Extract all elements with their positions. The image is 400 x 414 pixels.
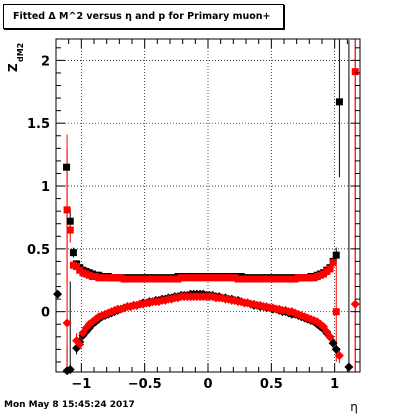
square-point (63, 163, 71, 171)
square-point (326, 265, 334, 273)
chart-title: Fitted Δ M^2 versus η and p for Primary … (13, 11, 271, 22)
diamond-point (75, 339, 85, 349)
x-tick-label: 0.5 (260, 377, 283, 392)
y-tick-label: 2 (41, 54, 50, 69)
timestamp: Mon May 8 15:45:24 2017 (4, 400, 135, 410)
diamond-point (350, 299, 360, 309)
square-point (329, 259, 337, 267)
y-tick-label: 1 (41, 180, 50, 195)
x-tick-label: −1 (71, 377, 91, 392)
y-tick-label: 0.5 (27, 243, 50, 258)
square-point (66, 217, 74, 225)
diamond-point (328, 338, 338, 348)
diamond-point (325, 332, 335, 342)
y-axis-label-subscript: dM2 (16, 43, 25, 62)
square-point (69, 249, 77, 257)
diamond-point (331, 344, 341, 354)
x-tick-label: 1 (330, 377, 339, 392)
square-point (73, 262, 81, 270)
y-tick-label: 0 (41, 306, 50, 321)
x-tick-label: −0.5 (128, 377, 162, 392)
square-point (351, 68, 359, 76)
square-point (66, 226, 74, 234)
chart-title-box: Fitted Δ M^2 versus η and p for Primary … (3, 4, 284, 29)
marker-layer (53, 68, 360, 376)
diamond-point (62, 318, 72, 328)
square-point (335, 98, 343, 106)
square-point (63, 206, 71, 214)
diamond-point (334, 351, 344, 361)
square-point (332, 251, 340, 259)
x-axis-label: η (350, 400, 358, 414)
x-tick-label: 0 (203, 377, 212, 392)
y-axis-label-main: Z (6, 63, 20, 72)
square-point (332, 308, 340, 316)
y-tick-label: 1.5 (27, 117, 50, 132)
diamond-point (53, 289, 63, 299)
diamond-point (344, 362, 354, 372)
